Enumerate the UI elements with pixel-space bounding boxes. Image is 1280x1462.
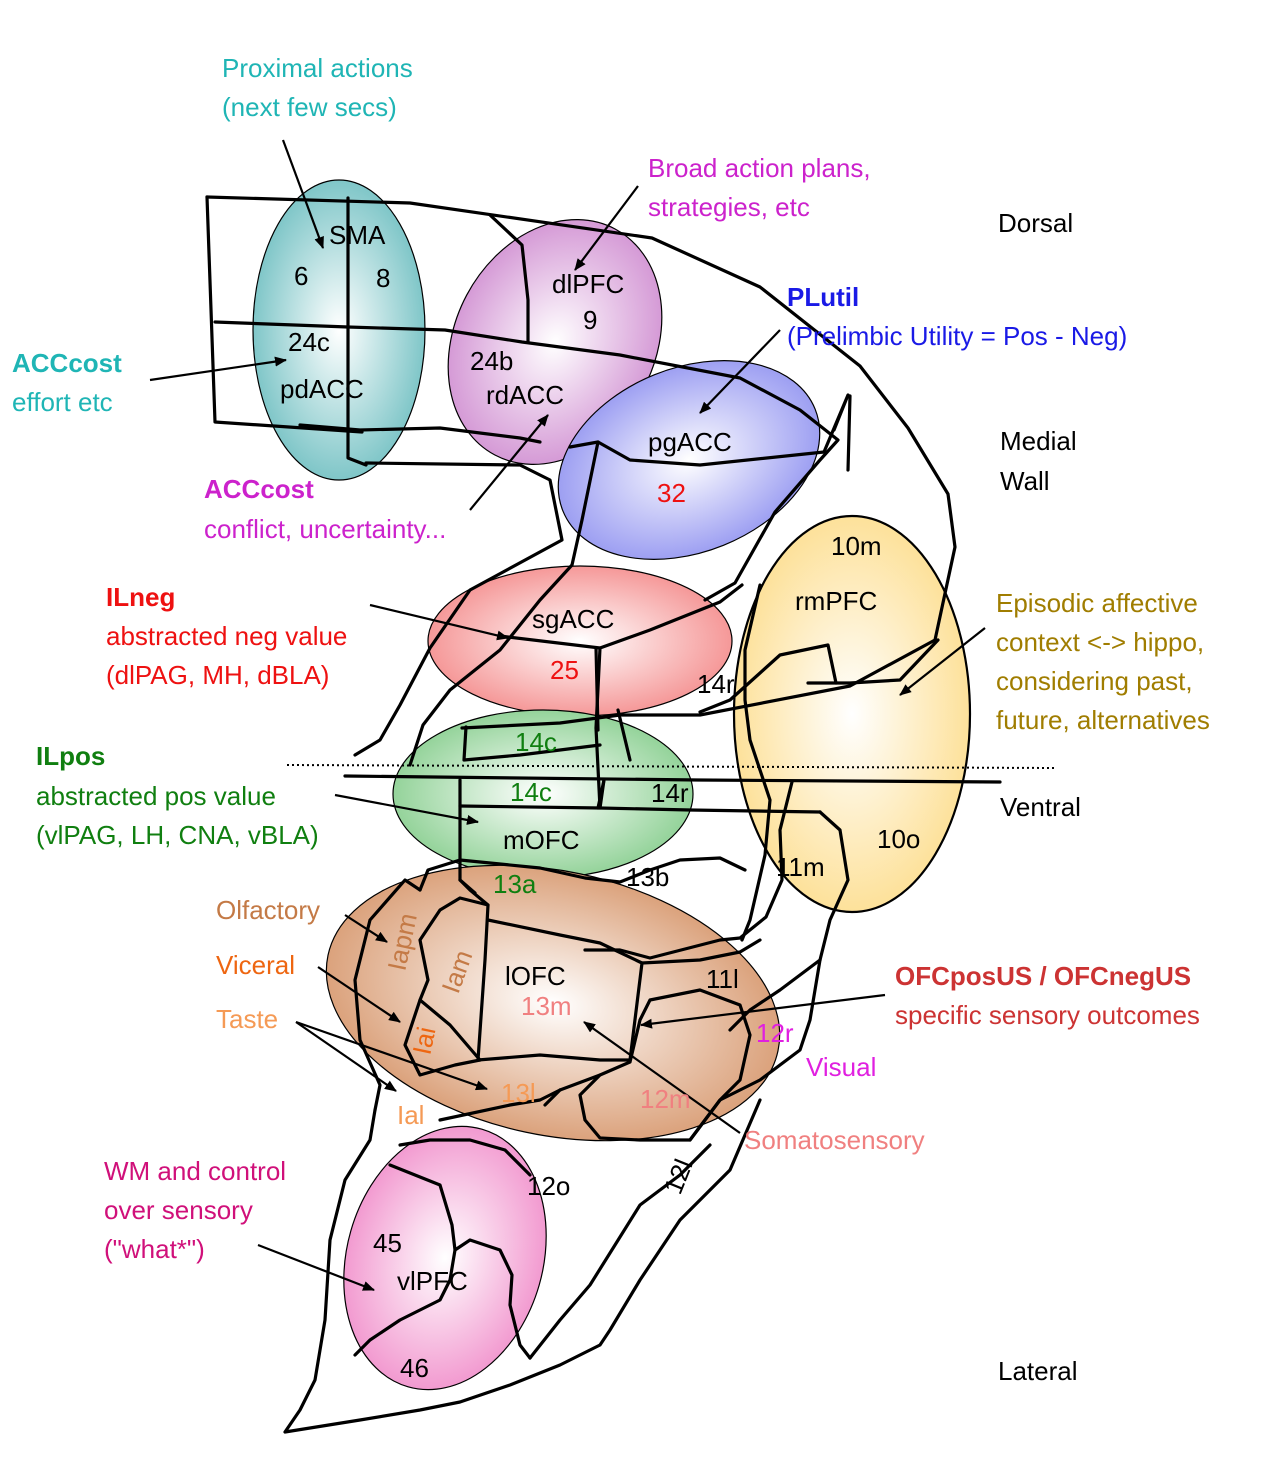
episodic-line3: considering past, bbox=[996, 666, 1193, 696]
label-area-46: 46 bbox=[400, 1353, 429, 1383]
orientation-dorsal: Dorsal bbox=[998, 208, 1073, 238]
acccost-effort-title: ACCcost bbox=[12, 348, 122, 378]
plutil-desc: (Prelimbic Utility = Pos - Neg) bbox=[787, 321, 1127, 351]
label-area-45: 45 bbox=[373, 1228, 402, 1258]
label-area-13l: 13l bbox=[501, 1078, 536, 1108]
somatosensory-label: Somatosensory bbox=[744, 1125, 925, 1155]
taste-label: Taste bbox=[216, 1004, 278, 1034]
label-rmpfc: rmPFC bbox=[795, 586, 877, 616]
wm-line1: WM and control bbox=[104, 1156, 286, 1186]
orientation-lateral: Lateral bbox=[998, 1356, 1078, 1386]
label-sgacc: sgACC bbox=[532, 604, 614, 634]
ilneg-line2: (dlPAG, MH, dBLA) bbox=[106, 660, 329, 690]
broad-line2: strategies, etc bbox=[648, 192, 810, 222]
label-area-24b: 24b bbox=[470, 346, 513, 376]
label-mofc: mOFC bbox=[503, 825, 580, 855]
label-area-9: 9 bbox=[583, 305, 597, 335]
ilneg-title: ILneg bbox=[106, 582, 175, 612]
label-sma: SMA bbox=[329, 220, 386, 250]
label-area-32: 32 bbox=[657, 478, 686, 508]
label-area-14r-upper: 14r bbox=[697, 669, 735, 699]
orientation-medial: Medial bbox=[1000, 426, 1077, 456]
label-area-11l: 11l bbox=[706, 964, 739, 994]
label-rdacc: rdACC bbox=[486, 380, 564, 410]
label-area-10m: 10m bbox=[831, 531, 882, 561]
viceral-label: Viceral bbox=[216, 950, 295, 980]
episodic-line4: future, alternatives bbox=[996, 705, 1210, 735]
ilneg-line1: abstracted neg value bbox=[106, 621, 347, 651]
label-area-24c: 24c bbox=[288, 327, 330, 357]
label-lofc: lOFC bbox=[505, 961, 566, 991]
label-area-8: 8 bbox=[376, 263, 390, 293]
acccost-conflict-desc: conflict, uncertainty... bbox=[204, 514, 446, 544]
orientation-ventral: Ventral bbox=[1000, 792, 1081, 822]
label-ial: Ial bbox=[397, 1100, 424, 1130]
ilpos-line1: abstracted pos value bbox=[36, 781, 276, 811]
label-area-14r-lower: 14r bbox=[651, 778, 689, 808]
label-pdacc: pdACC bbox=[280, 374, 364, 404]
ofcus-desc: specific sensory outcomes bbox=[895, 1000, 1200, 1030]
label-area-14c-lower: 14c bbox=[510, 777, 552, 807]
orientation-labels: Dorsal Medial Wall Ventral Lateral bbox=[998, 208, 1081, 1386]
label-vlpfc: vlPFC bbox=[397, 1266, 468, 1296]
proximal-line1: Proximal actions bbox=[222, 53, 413, 83]
label-area-14c-upper: 14c bbox=[515, 727, 557, 757]
label-area-11m: 11m bbox=[776, 852, 825, 882]
label-area-12o: 12o bbox=[527, 1171, 570, 1201]
acccost-effort-desc: effort etc bbox=[12, 387, 113, 417]
ilpos-line2: (vlPAG, LH, CNA, vBLA) bbox=[36, 820, 319, 850]
orientation-wall: Wall bbox=[1000, 466, 1050, 496]
acccost-conflict-title: ACCcost bbox=[204, 474, 314, 504]
broad-line1: Broad action plans, bbox=[648, 153, 871, 183]
label-area-6: 6 bbox=[294, 261, 308, 291]
visual-label: Visual bbox=[806, 1052, 876, 1082]
label-dlpfc: dlPFC bbox=[552, 269, 624, 299]
episodic-line1: Episodic affective bbox=[996, 588, 1198, 618]
proximal-line2: (next few secs) bbox=[222, 92, 397, 122]
label-area-13a: 13a bbox=[493, 869, 537, 899]
wm-line3: ("what*") bbox=[104, 1234, 205, 1264]
label-area-25: 25 bbox=[550, 655, 579, 685]
label-area-12r: 12r bbox=[756, 1018, 794, 1048]
olfactory-label: Olfactory bbox=[216, 895, 320, 925]
region-rmpfc-ellipse bbox=[734, 516, 970, 912]
plutil-title: PLutil bbox=[787, 282, 859, 312]
ofcus-title: OFCposUS / OFCnegUS bbox=[895, 961, 1191, 991]
ilpos-title: ILpos bbox=[36, 741, 105, 771]
label-area-13b: 13b bbox=[626, 862, 669, 892]
episodic-line2: context <-> hippo, bbox=[996, 627, 1204, 657]
label-pgacc: pgACC bbox=[648, 427, 732, 457]
label-area-10o: 10o bbox=[877, 824, 920, 854]
region-vlpfc-ellipse bbox=[314, 1102, 576, 1414]
label-area-13m: 13m bbox=[521, 991, 572, 1021]
label-area-12m: 12m bbox=[640, 1084, 691, 1114]
wm-line2: over sensory bbox=[104, 1195, 253, 1225]
